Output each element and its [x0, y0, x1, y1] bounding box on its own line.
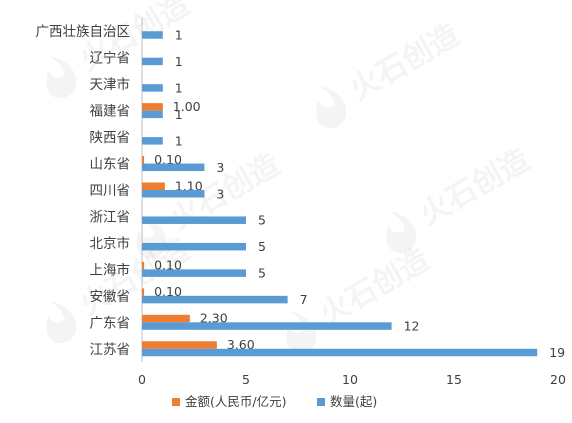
- data-label-amount: 1.10: [175, 178, 203, 193]
- legend-label-amount: 金额(人民币/亿元): [185, 394, 286, 409]
- y-tick-label: 陕西省: [90, 130, 131, 146]
- bar-count: [142, 348, 538, 357]
- bar-amount: [142, 103, 163, 111]
- bar-count: [142, 295, 288, 304]
- watermark: 火石创造: [286, 242, 435, 354]
- data-label-count: 12: [404, 319, 420, 334]
- data-label-count: 5: [258, 213, 266, 228]
- data-label-count: 7: [300, 292, 308, 307]
- bar-count: [142, 242, 246, 251]
- y-tick-label: 福建省: [90, 104, 131, 120]
- bar-amount: [142, 288, 145, 296]
- bar-count: [142, 57, 163, 66]
- legend-label-count: 数量(起): [330, 394, 377, 409]
- data-label-count: 19: [549, 345, 565, 360]
- y-tick-label: 北京市: [90, 235, 131, 252]
- bar-count: [142, 137, 163, 145]
- bar-amount: [142, 341, 217, 349]
- data-label-count: 1: [175, 27, 183, 42]
- bar-amount: [142, 314, 190, 323]
- data-label-amount: 3.60: [227, 337, 255, 352]
- svg-text:火石创造: 火石创造: [414, 142, 535, 232]
- bar-count: [142, 110, 163, 119]
- data-label-count: 5: [258, 266, 266, 281]
- bar-count: [142, 190, 205, 198]
- data-label-count: 1: [175, 80, 183, 95]
- legend-swatch-amount: [172, 398, 180, 406]
- y-tick-label: 浙江省: [90, 209, 131, 225]
- y-tick-label: 四川省: [90, 183, 131, 199]
- x-tick-label: 20: [550, 372, 566, 387]
- y-tick-label: 辽宁省: [90, 50, 131, 67]
- data-label-amount: 0.10: [154, 284, 182, 299]
- data-label-count: 1: [175, 133, 183, 148]
- data-label-amount: 2.30: [200, 311, 228, 326]
- bar-amount: [142, 156, 145, 164]
- data-label-count: 1: [175, 54, 183, 69]
- bar-amount: [142, 182, 165, 190]
- y-tick-label: 安徽省: [90, 289, 131, 305]
- legend-swatch-count: [317, 398, 325, 406]
- bar-count: [142, 269, 246, 277]
- data-label-count: 3: [216, 186, 224, 201]
- svg-text:火石创造: 火石创造: [344, 17, 465, 107]
- y-tick-label: 广西壮族自治区: [36, 24, 131, 40]
- y-tick-label: 上海市: [90, 261, 131, 278]
- y-tick-label: 广东省: [90, 315, 131, 331]
- data-label-count: 1: [175, 107, 183, 122]
- x-tick-label: 0: [138, 372, 146, 387]
- data-label-count: 5: [258, 239, 266, 254]
- x-tick-label: 10: [342, 372, 358, 387]
- bar-amount: [142, 261, 145, 270]
- data-label-amount: 0.10: [154, 258, 182, 273]
- watermark: 火石创造: [316, 17, 465, 129]
- y-tick-label: 江苏省: [90, 342, 131, 358]
- y-tick-label: 山东省: [90, 157, 131, 173]
- y-tick-label: 天津市: [90, 76, 131, 93]
- bar-count: [142, 322, 392, 330]
- bar-count: [142, 216, 246, 224]
- data-label-amount: 1.00: [173, 99, 201, 114]
- x-tick-label: 5: [242, 372, 250, 387]
- bar-count: [142, 31, 163, 39]
- x-tick-label: 15: [446, 372, 462, 387]
- data-label-count: 3: [216, 160, 224, 175]
- watermark: 火石创造: [386, 142, 535, 254]
- bar-count: [142, 163, 205, 172]
- bar-count: [142, 84, 163, 92]
- data-label-amount: 0.10: [154, 152, 182, 167]
